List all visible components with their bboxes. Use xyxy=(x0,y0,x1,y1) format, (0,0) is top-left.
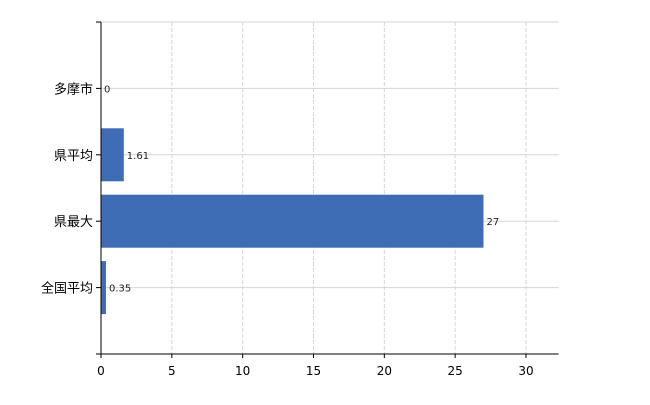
x-tick-label: 15 xyxy=(306,364,321,378)
bar xyxy=(101,194,484,248)
x-tick-label: 30 xyxy=(518,364,533,378)
x-tick-label: 5 xyxy=(168,364,176,378)
data-label: 27 xyxy=(487,217,500,228)
x-tick-label: 0 xyxy=(97,364,105,378)
x-tick-label: 20 xyxy=(377,364,392,378)
data-label: 1.61 xyxy=(127,151,149,162)
data-label: 0 xyxy=(104,84,110,95)
category-label: 県最大 xyxy=(54,215,93,230)
data-label: 0.35 xyxy=(109,284,131,295)
x-tick-label: 25 xyxy=(448,364,463,378)
bar xyxy=(101,128,124,182)
category-label: 県平均 xyxy=(54,149,93,164)
category-label: 多摩市 xyxy=(54,81,93,97)
bar xyxy=(101,261,106,315)
category-label: 全国平均 xyxy=(41,281,93,297)
x-tick-label: 10 xyxy=(235,364,250,378)
